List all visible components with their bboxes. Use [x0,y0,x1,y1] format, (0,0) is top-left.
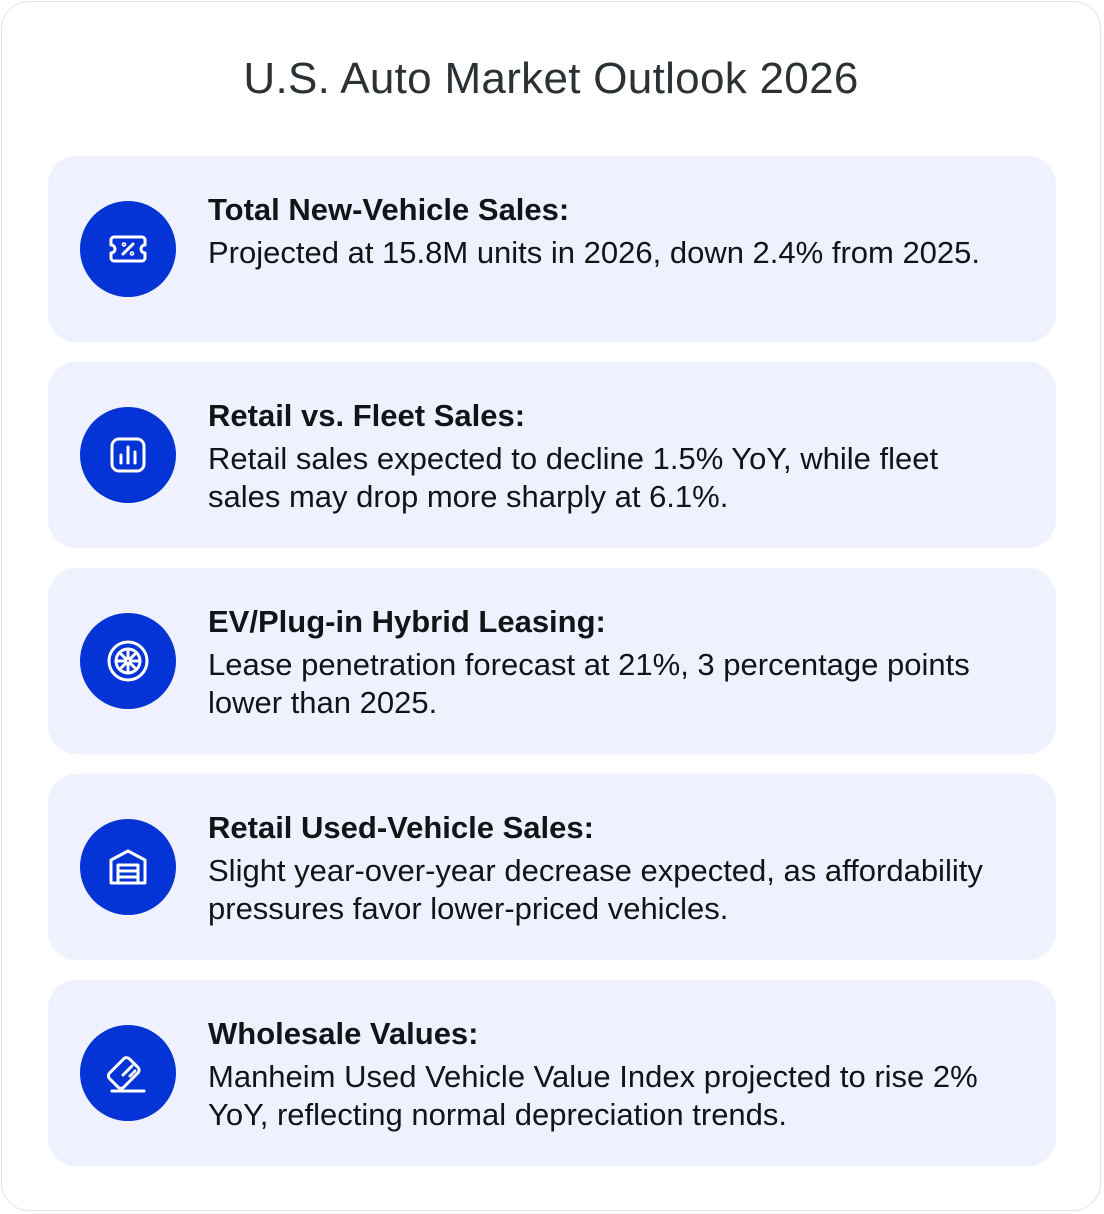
card-body: Manheim Used Vehicle Value Index project… [208,1059,978,1132]
page-title: U.S. Auto Market Outlook 2026 [243,54,859,103]
card-tilt-icon [80,1025,176,1121]
card-ev-leasing: EV/Plug-in Hybrid Leasing: Lease penetra… [48,568,1056,754]
card-wholesale-values: Wholesale Values: Manheim Used Vehicle V… [48,980,1056,1166]
card-body: Slight year-over-year decrease expected,… [208,853,983,926]
garage-icon [80,819,176,915]
card-body: Retail sales expected to decline 1.5% Yo… [208,441,939,514]
bar-chart-icon [80,407,176,503]
discount-ticket-icon [80,201,176,297]
card-body: Lease penetration forecast at 21%, 3 per… [208,647,970,720]
card-retail-vs-fleet: Retail vs. Fleet Sales: Retail sales exp… [48,362,1056,548]
card-title: Total New-Vehicle Sales: [208,192,570,227]
card-retail-used-vehicle: Retail Used-Vehicle Sales: Slight year-o… [48,774,1056,960]
card-title: Retail vs. Fleet Sales: [208,398,526,433]
card-body: Projected at 15.8M units in 2026, down 2… [208,235,981,270]
card-total-new-vehicle-sales: Total New-Vehicle Sales: Projected at 15… [48,156,1056,342]
card-title: Retail Used-Vehicle Sales: [208,810,594,845]
wheel-icon [80,613,176,709]
card-title: Wholesale Values: [208,1016,479,1051]
card-title: EV/Plug-in Hybrid Leasing: [208,604,606,639]
